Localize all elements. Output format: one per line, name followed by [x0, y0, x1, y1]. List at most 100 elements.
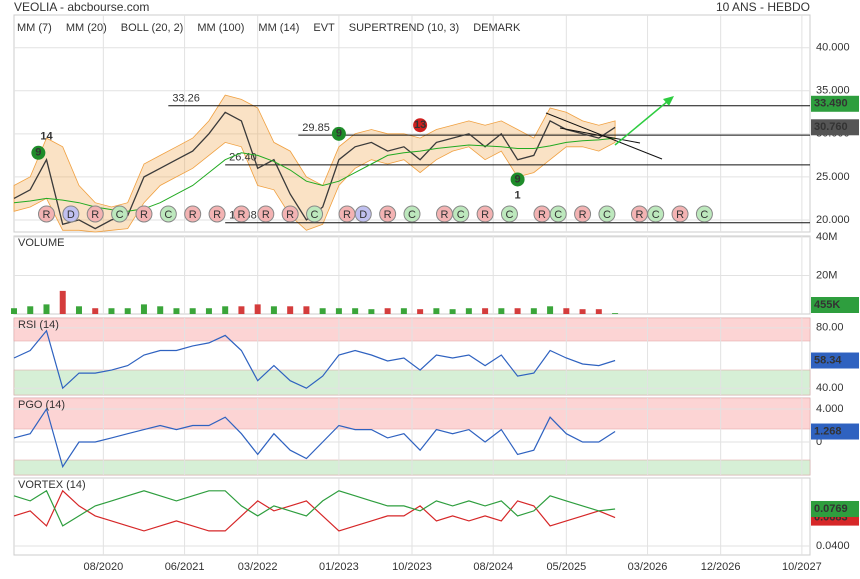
volume-bar	[530, 308, 537, 314]
x-tick-label: 06/2021	[165, 561, 205, 573]
signal-label: C	[457, 209, 465, 221]
y-tick-label: 20M	[816, 269, 837, 281]
volume-bar	[75, 306, 82, 314]
signal-marker	[306, 205, 324, 223]
signal-marker	[257, 205, 275, 223]
signal-marker	[549, 205, 567, 223]
trend-line	[559, 127, 641, 144]
page-title: VEOLIA - abcbourse.com	[14, 0, 149, 14]
value-box-label: 0.0769	[814, 503, 848, 515]
volume-bar	[563, 308, 570, 314]
volume-bar	[579, 309, 586, 314]
y-tick-label: 40.000	[816, 42, 850, 54]
y-tick-label: 4.000	[816, 403, 844, 415]
panel-title: PGO (14)	[18, 399, 65, 411]
signal-marker	[111, 205, 129, 223]
y-tick-label: 40M	[816, 231, 837, 243]
signal-marker	[476, 205, 494, 223]
x-tick-label: 08/2024	[473, 561, 513, 573]
demark-label: 9	[336, 128, 342, 140]
x-tick-label: 08/2020	[83, 561, 123, 573]
signal-marker	[647, 205, 665, 223]
demark-label: 1	[515, 190, 521, 202]
signal-label: D	[359, 209, 367, 221]
signal-label: R	[343, 209, 351, 221]
level-label: 29.85	[302, 122, 330, 134]
volume-bar	[335, 308, 342, 314]
legend-entry: BOLL (20, 2)	[121, 22, 184, 34]
legend-entry: MM (20)	[66, 22, 107, 34]
demark-label: 14	[40, 130, 53, 142]
value-box-label: 30.760	[814, 121, 848, 133]
signal-marker	[379, 205, 397, 223]
demark-marker	[510, 172, 525, 187]
volume-bar	[303, 306, 310, 314]
panel-title: VOLUME	[18, 237, 64, 249]
x-tick-label: 10/2023	[392, 561, 432, 573]
signal-label: R	[140, 209, 148, 221]
series-line	[13, 407, 616, 469]
volume-bar	[319, 308, 326, 314]
arrow-head	[663, 96, 674, 106]
y-tick-label: 20.000	[816, 214, 850, 226]
signal-marker	[452, 205, 470, 223]
signal-label: R	[43, 209, 51, 221]
demark-marker	[31, 145, 46, 160]
volume-bar	[465, 308, 472, 314]
value-box	[811, 119, 859, 136]
value-box-label: 33.490	[814, 98, 848, 110]
volume-bar	[238, 306, 245, 314]
signal-marker	[354, 205, 372, 223]
signal-label: R	[579, 209, 587, 221]
x-tick-label: 01/2023	[319, 561, 359, 573]
value-box-label: 455K	[814, 299, 840, 311]
forecast-arrow	[614, 100, 669, 146]
volume-bar	[595, 309, 602, 314]
demark-marker	[413, 118, 428, 133]
volume-bar	[433, 308, 440, 314]
signal-marker	[671, 205, 689, 223]
volume-bar	[449, 309, 456, 314]
value-box	[811, 297, 859, 313]
volume-bar	[270, 306, 277, 314]
volume-bar	[384, 308, 391, 314]
signal-label: R	[676, 209, 684, 221]
volume-bar	[108, 308, 115, 314]
demark-label: 13	[414, 119, 426, 131]
volume-bar	[43, 304, 50, 314]
signal-marker	[208, 205, 226, 223]
signal-label: C	[505, 209, 513, 221]
volume-bar	[189, 308, 196, 314]
volume-bar	[352, 308, 359, 314]
x-tick-label: 10/2027	[782, 561, 822, 573]
y-tick-label: 25.000	[816, 171, 850, 183]
panel-title: RSI (14)	[18, 319, 59, 331]
x-tick-label: 03/2026	[628, 561, 668, 573]
signal-marker	[135, 205, 153, 223]
demark-marker	[331, 126, 346, 141]
volume-bar	[11, 308, 17, 314]
signal-label: R	[189, 209, 197, 221]
signal-label: R	[237, 209, 245, 221]
signal-marker	[86, 205, 104, 223]
signal-marker	[62, 205, 80, 223]
bollinger-band	[13, 94, 616, 233]
legend-entry: EVT	[313, 22, 335, 34]
signal-label: C	[408, 209, 416, 221]
y-tick-label: 35.000	[816, 85, 850, 97]
signal-label: R	[538, 209, 546, 221]
series-line	[13, 489, 616, 527]
signal-label: R	[384, 209, 392, 221]
signal-label: C	[603, 209, 611, 221]
signal-label: C	[652, 209, 660, 221]
series-line	[13, 329, 616, 390]
volume-bar	[59, 290, 66, 314]
value-box	[811, 95, 859, 112]
value-box	[811, 352, 859, 369]
signal-label: C	[311, 209, 319, 221]
volume-bar	[287, 306, 294, 314]
signal-label: C	[116, 209, 124, 221]
signal-marker	[232, 205, 250, 223]
volume-bar	[400, 308, 407, 314]
